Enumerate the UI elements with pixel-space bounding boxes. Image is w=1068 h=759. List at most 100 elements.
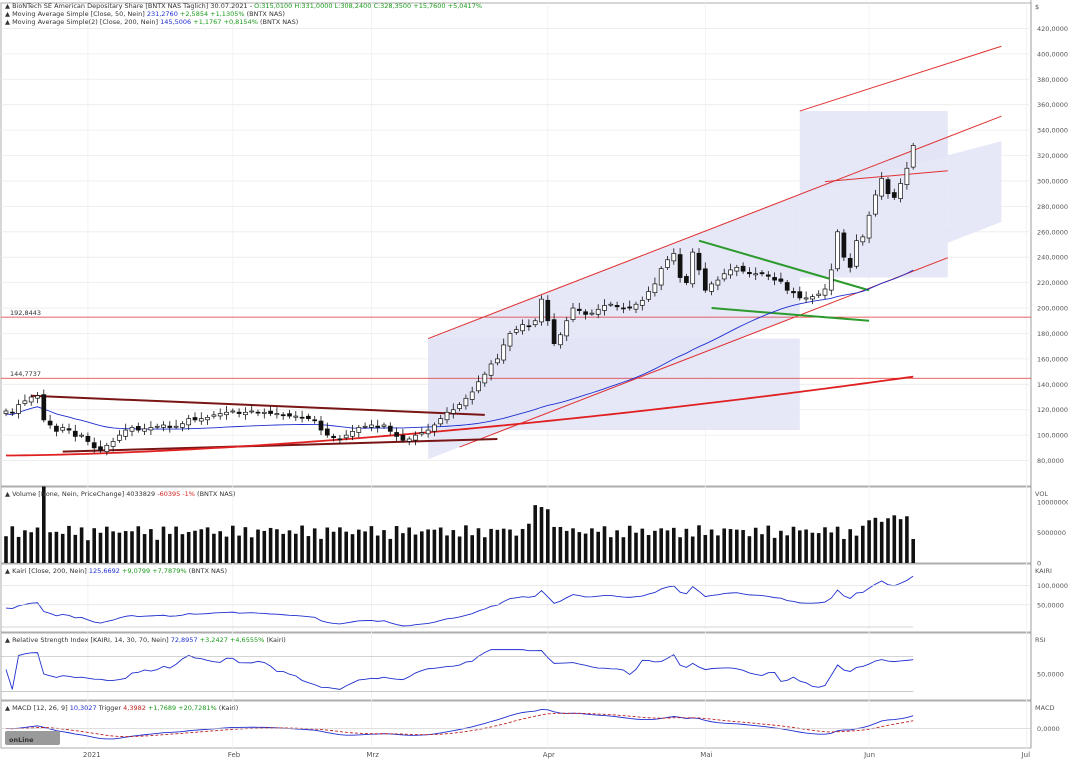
volume-bar bbox=[294, 533, 298, 563]
volume-bar bbox=[79, 527, 84, 563]
volume-bar bbox=[609, 537, 613, 563]
x-tick-label: 2021 bbox=[83, 751, 101, 759]
candle-body bbox=[9, 411, 15, 414]
candle-body bbox=[507, 333, 513, 347]
candle-body bbox=[350, 430, 355, 437]
volume-bar bbox=[123, 531, 128, 563]
candle-body bbox=[135, 426, 141, 431]
candle-body bbox=[337, 438, 343, 441]
volume-bar bbox=[451, 530, 456, 563]
volume-bar bbox=[816, 533, 821, 563]
volume-bar bbox=[879, 521, 884, 563]
x-tick-label: Jul bbox=[1021, 751, 1031, 759]
volume-bar bbox=[552, 526, 556, 563]
volume-bar bbox=[287, 530, 292, 563]
candle-body bbox=[230, 410, 236, 413]
y-tick-label: 260,0000 bbox=[1037, 228, 1068, 236]
volume-bar bbox=[470, 535, 474, 563]
volume-label: ▲ Volume [None, Nein, PriceChange] 40338… bbox=[5, 490, 235, 498]
candle-body bbox=[41, 394, 47, 421]
volume-bar bbox=[111, 531, 115, 563]
volume-bar bbox=[344, 531, 348, 563]
candle-body bbox=[702, 268, 708, 291]
candle-body bbox=[104, 444, 110, 452]
volume-bar bbox=[10, 526, 15, 563]
volume-bar bbox=[117, 532, 122, 563]
candle-body bbox=[211, 414, 217, 417]
candle-body bbox=[280, 414, 286, 417]
candle-body bbox=[287, 413, 292, 417]
rsi-line bbox=[5, 649, 914, 690]
volume-bar bbox=[646, 535, 651, 563]
volume-bar bbox=[760, 534, 764, 563]
volume-bar bbox=[413, 534, 418, 563]
candle-body bbox=[98, 446, 103, 451]
y-tick-label: 120,0000 bbox=[1037, 406, 1068, 414]
candle-body bbox=[482, 373, 488, 384]
candle-body bbox=[369, 424, 374, 428]
candle-body bbox=[419, 432, 425, 435]
volume-bar bbox=[155, 539, 159, 563]
candle-body bbox=[658, 268, 664, 286]
volume-bar bbox=[275, 529, 279, 563]
candle-body bbox=[28, 396, 34, 403]
y-tick-label: 280,0000 bbox=[1037, 203, 1068, 211]
candle-body bbox=[249, 410, 255, 413]
x-tick-label: Feb bbox=[228, 751, 241, 759]
volume-tick-label: 10000000 bbox=[1037, 499, 1068, 507]
volume-bar bbox=[665, 530, 670, 563]
volume-bar bbox=[375, 535, 380, 563]
candle-body bbox=[753, 273, 759, 276]
volume-bar bbox=[357, 529, 361, 563]
candle-body bbox=[450, 409, 456, 414]
volume-bar bbox=[136, 526, 141, 563]
candle-body bbox=[759, 272, 765, 275]
candle-body bbox=[803, 297, 809, 300]
candle-body bbox=[873, 194, 878, 215]
candle-body bbox=[627, 306, 633, 309]
candle-body bbox=[891, 192, 897, 198]
y-tick-label: 300,0000 bbox=[1037, 177, 1068, 185]
candle-body bbox=[639, 300, 645, 306]
volume-bar bbox=[319, 538, 323, 563]
macd-trigger-line bbox=[5, 712, 914, 738]
candle-body bbox=[621, 307, 626, 310]
candle-body bbox=[362, 425, 368, 428]
candle-body bbox=[545, 299, 551, 322]
candle-body bbox=[173, 425, 179, 428]
candle-body bbox=[205, 417, 210, 421]
candle-body bbox=[495, 358, 500, 364]
candle-body bbox=[47, 420, 53, 426]
volume-bar bbox=[464, 525, 468, 563]
candle-body bbox=[828, 269, 834, 291]
candle-body bbox=[526, 325, 532, 328]
candle-body bbox=[501, 344, 507, 361]
volume-bar bbox=[583, 533, 588, 563]
volume-bar bbox=[180, 534, 185, 563]
candle-body bbox=[375, 425, 381, 428]
volume-bar bbox=[237, 535, 241, 563]
channel-top-line bbox=[799, 45, 1002, 112]
candle-body bbox=[236, 411, 242, 414]
candle-body bbox=[583, 311, 588, 315]
candle-body bbox=[255, 411, 261, 414]
volume-bar bbox=[533, 505, 537, 563]
volume-bar bbox=[640, 528, 645, 563]
volume-bar bbox=[350, 534, 355, 563]
y-tick-label: 140,0000 bbox=[1037, 381, 1068, 389]
volume-bar bbox=[911, 539, 915, 563]
candle-body bbox=[822, 288, 828, 296]
candle-body bbox=[784, 282, 790, 291]
candle-body bbox=[558, 334, 563, 346]
candle-body bbox=[551, 319, 557, 344]
candle-body bbox=[520, 324, 525, 332]
candle-body bbox=[646, 291, 651, 300]
y-tick-label: 80,0000 bbox=[1037, 457, 1064, 465]
y-tick-label: 180,0000 bbox=[1037, 330, 1068, 338]
volume-bar bbox=[772, 537, 777, 563]
y-tick-label: 400,0000 bbox=[1037, 50, 1068, 58]
candle-body bbox=[564, 320, 570, 337]
y-tick-label: 420,0000 bbox=[1037, 25, 1068, 33]
candle-body bbox=[394, 432, 399, 437]
volume-bar bbox=[596, 531, 600, 563]
